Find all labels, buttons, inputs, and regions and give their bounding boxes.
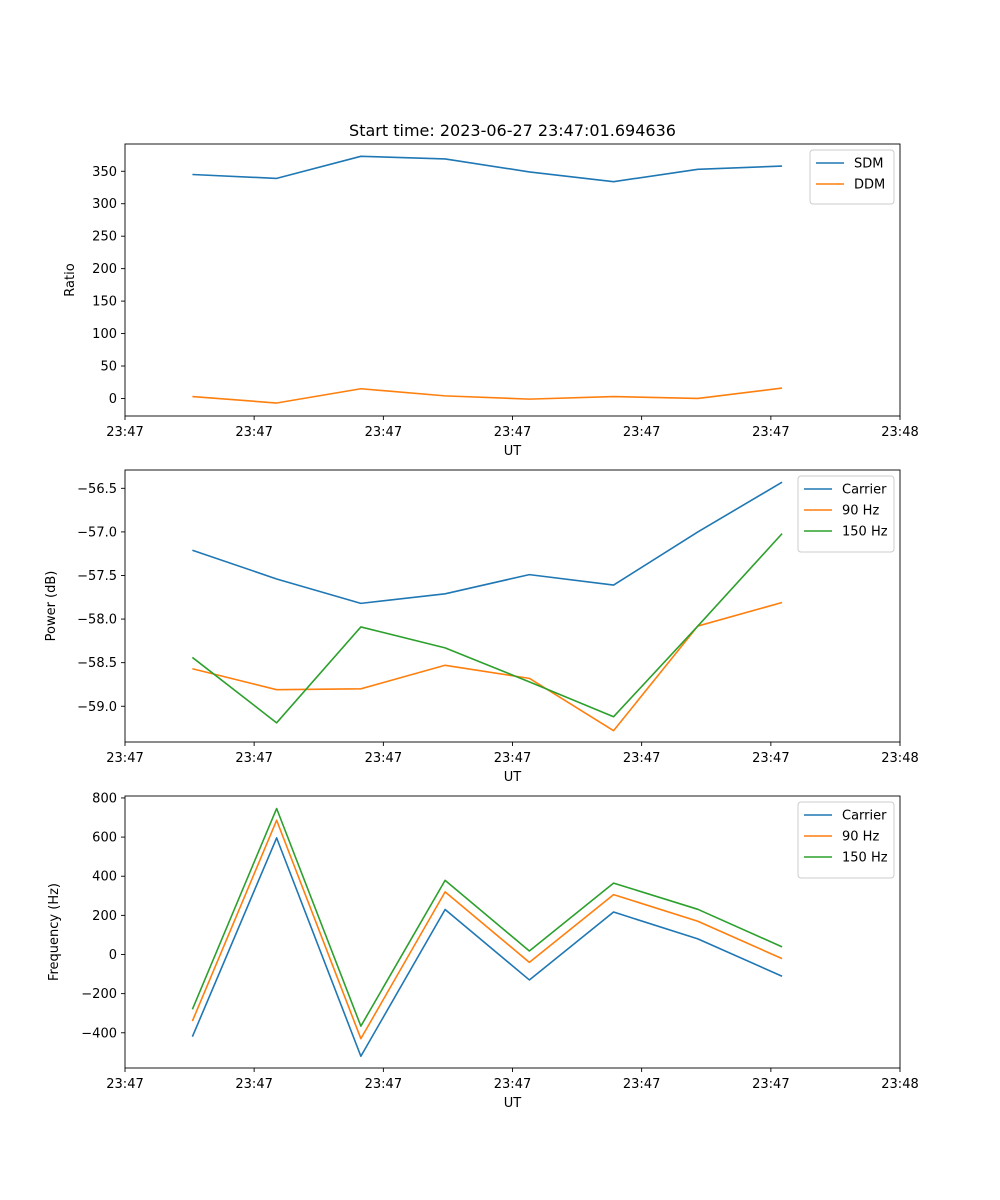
y-tick-label-3-1: −400 bbox=[81, 1026, 117, 1041]
series-line-3-2 bbox=[191, 819, 783, 1040]
legend-label-2-3: 150 Hz bbox=[842, 525, 888, 540]
legend-label-3-2: 90 Hz bbox=[842, 830, 879, 845]
x-tick-label-3-3: 23:47 bbox=[365, 1077, 402, 1092]
legend-box-2 bbox=[797, 475, 895, 553]
x-tick-label-3-7: 23:48 bbox=[881, 1077, 918, 1092]
y-tick-label-1-5: 200 bbox=[92, 262, 117, 277]
y-axis-label-1: Ratio bbox=[63, 263, 78, 296]
x-tick-label-1-1: 23:47 bbox=[106, 425, 143, 440]
y-tick-label-2-1: −59.0 bbox=[77, 700, 117, 715]
x-tick-label-2-1: 23:47 bbox=[106, 751, 143, 766]
series-line-1-2 bbox=[192, 387, 783, 404]
y-axis-label-3: Frequency (Hz) bbox=[47, 883, 62, 981]
legend-label-3-3: 150 Hz bbox=[842, 851, 888, 866]
legend-label-2-1: Carrier bbox=[842, 483, 887, 498]
y-tick-label-1-1: 0 bbox=[109, 392, 117, 407]
y-tick-label-2-6: −56.5 bbox=[77, 482, 117, 497]
series-line-3-1 bbox=[191, 837, 783, 1058]
y-tick-label-1-2: 50 bbox=[100, 360, 117, 375]
chart-title: Start time: 2023-06-27 23:47:01.694636 bbox=[349, 121, 676, 140]
y-tick-label-1-6: 250 bbox=[92, 230, 117, 245]
x-tick-label-3-5: 23:47 bbox=[623, 1077, 660, 1092]
legend-label-1-1: SDM bbox=[854, 157, 883, 172]
y-tick-label-1-8: 350 bbox=[92, 165, 117, 180]
series-line-3-3 bbox=[191, 807, 783, 1027]
series-line-1-1 bbox=[192, 155, 783, 183]
x-tick-label-1-3: 23:47 bbox=[365, 425, 402, 440]
x-tick-label-1-6: 23:47 bbox=[752, 425, 789, 440]
x-tick-label-2-3: 23:47 bbox=[365, 751, 402, 766]
x-tick-label-3-6: 23:47 bbox=[752, 1077, 789, 1092]
y-tick-label-3-6: 600 bbox=[92, 831, 117, 846]
legend-label-1-2: DDM bbox=[854, 178, 885, 193]
y-tick-label-1-3: 100 bbox=[92, 327, 117, 342]
x-axis-label-1: UT bbox=[504, 444, 522, 459]
y-tick-label-2-5: −57.0 bbox=[77, 525, 117, 540]
plot-frame-1 bbox=[124, 143, 901, 417]
y-tick-label-2-2: −58.5 bbox=[77, 656, 117, 671]
plot-frame-3 bbox=[124, 795, 901, 1069]
x-tick-label-2-2: 23:47 bbox=[235, 751, 272, 766]
x-tick-label-2-7: 23:48 bbox=[881, 751, 918, 766]
x-tick-label-1-5: 23:47 bbox=[623, 425, 660, 440]
series-line-2-1 bbox=[192, 481, 783, 605]
y-tick-label-1-4: 150 bbox=[92, 295, 117, 310]
x-tick-label-2-5: 23:47 bbox=[623, 751, 660, 766]
x-tick-label-3-4: 23:47 bbox=[494, 1077, 531, 1092]
y-tick-label-3-5: 400 bbox=[92, 870, 117, 885]
y-tick-label-3-4: 200 bbox=[92, 909, 117, 924]
plot-frame-2 bbox=[124, 469, 901, 743]
x-tick-label-3-1: 23:47 bbox=[106, 1077, 143, 1092]
legend-box-3 bbox=[797, 801, 895, 879]
y-tick-label-3-3: 0 bbox=[109, 948, 117, 963]
series-line-2-3 bbox=[191, 533, 783, 724]
x-axis-label-2: UT bbox=[504, 770, 522, 785]
x-tick-label-2-6: 23:47 bbox=[752, 751, 789, 766]
y-axis-label-2: Power (dB) bbox=[44, 571, 59, 642]
y-tick-label-2-3: −58.0 bbox=[77, 613, 117, 628]
legend-label-2-2: 90 Hz bbox=[842, 504, 879, 519]
x-tick-label-1-7: 23:48 bbox=[881, 425, 918, 440]
y-tick-label-3-2: −200 bbox=[81, 987, 117, 1002]
x-tick-label-2-4: 23:47 bbox=[494, 751, 531, 766]
y-tick-label-2-4: −57.5 bbox=[77, 569, 117, 584]
x-tick-label-1-2: 23:47 bbox=[235, 425, 272, 440]
x-axis-label-3: UT bbox=[504, 1096, 522, 1111]
y-tick-label-3-7: 800 bbox=[92, 791, 117, 806]
y-tick-label-1-7: 300 bbox=[92, 197, 117, 212]
x-tick-label-1-4: 23:47 bbox=[494, 425, 531, 440]
series-line-2-2 bbox=[192, 601, 783, 732]
legend-label-3-1: Carrier bbox=[842, 809, 887, 824]
x-tick-label-3-2: 23:47 bbox=[235, 1077, 272, 1092]
